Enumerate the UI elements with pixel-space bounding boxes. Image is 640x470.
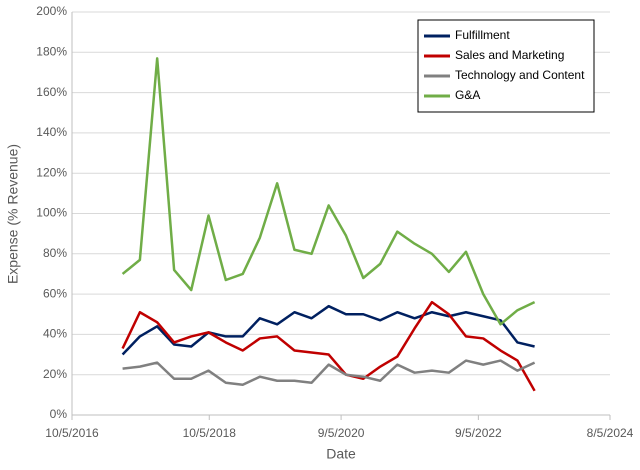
legend-label: Technology and Content xyxy=(455,68,585,82)
series-line xyxy=(121,304,535,356)
legend: Fulfillment Sales and Marketing Technology… xyxy=(417,19,595,113)
y-tick-label: 80% xyxy=(43,246,67,260)
series-line xyxy=(121,300,536,392)
y-axis-label: Expense (% Revenue) xyxy=(5,144,21,284)
y-tick-label: 200% xyxy=(36,4,67,18)
y-tick-label: 160% xyxy=(36,85,67,99)
x-tick-label: 9/5/2022 xyxy=(455,426,502,440)
x-tick-label: 9/5/2020 xyxy=(318,426,365,440)
series-line xyxy=(121,57,536,326)
x-tick-label: 10/5/2016 xyxy=(45,426,99,440)
y-tick-label: 20% xyxy=(43,367,67,381)
x-axis-label: Date xyxy=(326,446,356,462)
y-tick-label: 140% xyxy=(36,125,67,139)
series-line xyxy=(122,359,536,387)
y-tick-label: 0% xyxy=(50,407,68,421)
legend-label: G&A xyxy=(455,88,480,102)
x-tick-label: 10/5/2018 xyxy=(183,426,237,440)
legend-label: Fulfillment xyxy=(455,28,510,42)
y-tick-label: 40% xyxy=(43,327,67,341)
x-tick-label: 8/5/2024 xyxy=(587,426,634,440)
y-tick-label: 180% xyxy=(36,44,67,58)
y-tick-label: 120% xyxy=(36,165,67,179)
y-tick-label: 60% xyxy=(43,286,67,300)
legend-label: Sales and Marketing xyxy=(455,48,564,62)
y-tick-label: 100% xyxy=(36,206,67,220)
